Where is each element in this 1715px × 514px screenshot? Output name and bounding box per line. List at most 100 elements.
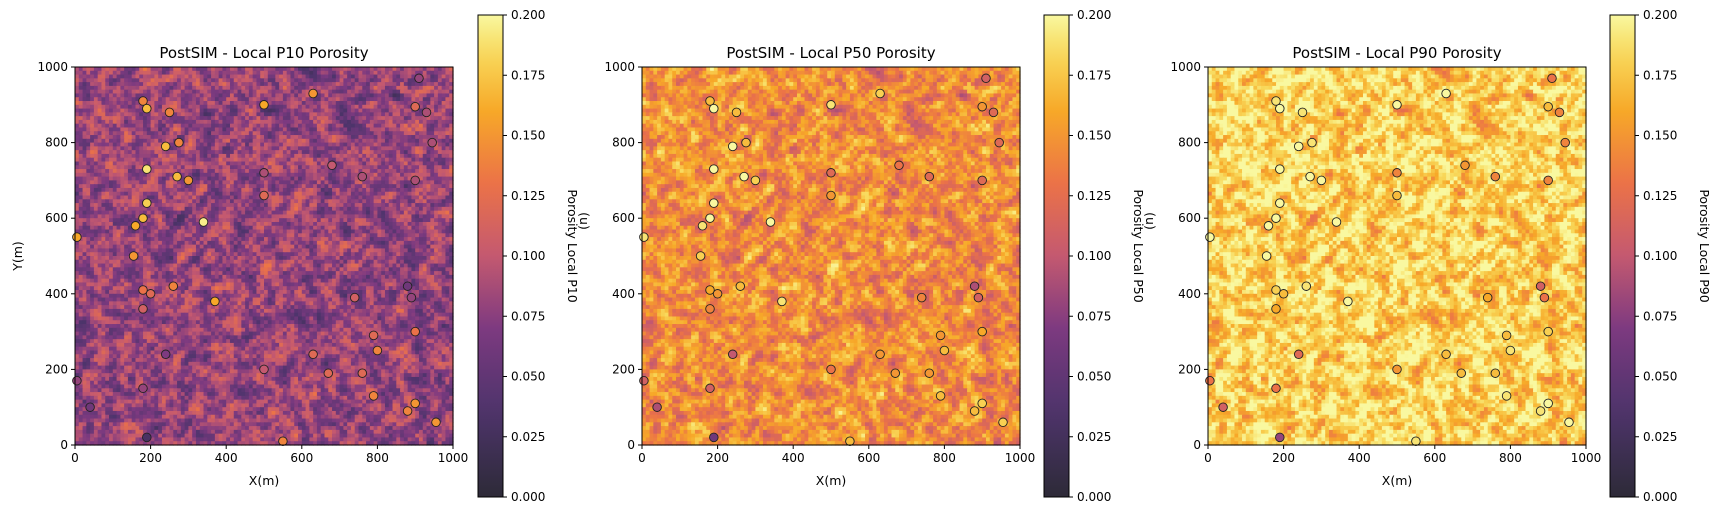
well-point — [973, 292, 984, 303]
axes-frame — [1207, 66, 1587, 446]
colorbar-tick-label: 0.025 — [1077, 430, 1111, 444]
colorbar-tick-label: 0.050 — [1643, 370, 1677, 384]
well-point — [138, 304, 148, 314]
well-point — [406, 292, 417, 303]
x-axis-label: X(m) — [249, 473, 280, 488]
well-point — [368, 391, 379, 401]
chart-title: PostSIM - Local P50 Porosity — [726, 44, 935, 62]
well-point — [826, 100, 836, 110]
x-tick-label: 0 — [638, 451, 646, 465]
well-point — [1501, 391, 1512, 401]
well-point — [1490, 171, 1501, 182]
colorbar-unit-label: (u) — [577, 212, 592, 230]
well-point — [750, 175, 761, 186]
well-point — [709, 103, 719, 114]
well-point — [1205, 375, 1215, 386]
well-point — [1505, 345, 1516, 356]
well-point — [1441, 349, 1451, 360]
heatmap-grid — [1208, 67, 1587, 446]
well-point — [1392, 364, 1402, 375]
well-point — [969, 406, 980, 416]
y-tick-label: 800 — [45, 136, 68, 150]
colorbar-tick-label: 0.125 — [1077, 189, 1111, 203]
x-tick-label: 1000 — [1571, 451, 1602, 465]
well-point — [1271, 285, 1281, 295]
well-points — [639, 73, 1008, 446]
colorbar-tick-label: 0.175 — [1077, 68, 1111, 82]
colorbar-tick-label: 0.150 — [1643, 129, 1677, 143]
colorbar-tick-label: 0.175 — [1643, 68, 1677, 82]
y-tick-label: 600 — [45, 211, 68, 225]
well-point — [709, 432, 719, 443]
well-point — [939, 345, 950, 356]
x-tick-label: 1000 — [1005, 451, 1036, 465]
well-point — [164, 107, 175, 118]
well-point — [890, 368, 901, 378]
y-tick-label: 800 — [1178, 136, 1201, 150]
well-point — [639, 375, 649, 386]
chart-panel-1: 0 200 400 600 800 1000 0 200 400 600 800 1000 PostSI… — [10, 8, 592, 504]
x-tick-label: 800 — [933, 451, 956, 465]
x-tick-label: 400 — [782, 451, 805, 465]
x-tick-label: 400 — [215, 451, 238, 465]
x-tick-label: 200 — [1272, 451, 1295, 465]
well-point — [924, 368, 935, 378]
colorbar: 0.000 0.025 0.050 0.075 0.100 0.125 0.150 0.175… — [477, 8, 592, 504]
well-point — [705, 96, 715, 106]
well-point — [1535, 406, 1546, 416]
well-point — [826, 168, 836, 178]
well-point — [402, 406, 413, 416]
well-point — [765, 217, 776, 227]
well-point — [1218, 402, 1228, 412]
well-point — [1543, 398, 1553, 409]
colorbar-tick-label: 0.100 — [511, 249, 545, 263]
well-point — [259, 190, 269, 201]
well-point — [1278, 289, 1289, 299]
y-tick-label: 200 — [612, 362, 635, 376]
well-point — [1316, 175, 1327, 186]
chart-panel-3: 0 200 400 600 800 1000 0 200 400 600 800 1000 PostSI… — [1170, 8, 1712, 504]
colorbar-tick-label: 0.075 — [1643, 309, 1677, 323]
well-point — [697, 221, 708, 231]
well-point — [414, 73, 424, 84]
colorbar-tick-label: 0.200 — [511, 8, 545, 22]
well-point — [142, 432, 152, 443]
well-point — [72, 232, 82, 242]
colorbar-tick-label: 0.100 — [1643, 249, 1677, 263]
colorbar-tick-label: 0.000 — [1643, 490, 1677, 504]
well-point — [1543, 101, 1553, 112]
well-point — [1560, 137, 1570, 148]
well-point — [1392, 100, 1402, 110]
well-point — [894, 160, 904, 171]
well-point — [924, 171, 935, 182]
x-tick-label: 1000 — [438, 451, 469, 465]
colorbar-label: Porosity Local P90 — [1697, 189, 1712, 302]
well-point — [727, 141, 738, 152]
well-point — [875, 88, 885, 99]
well-point — [705, 285, 715, 295]
well-point — [712, 289, 723, 299]
well-point — [138, 383, 148, 394]
well-point — [183, 175, 194, 186]
y-tick-label: 400 — [1178, 287, 1201, 301]
colorbar-unit-label: (u) — [1143, 212, 1158, 230]
well-point — [981, 73, 991, 84]
y-tick-label: 200 — [1178, 362, 1201, 376]
well-point — [639, 232, 649, 242]
well-points — [1205, 73, 1574, 446]
colorbar-tick-label: 0.200 — [1643, 8, 1677, 22]
colorbar-tick-label: 0.100 — [1077, 249, 1111, 263]
well-point — [308, 349, 318, 360]
well-point — [1271, 304, 1281, 314]
well-point — [210, 296, 220, 307]
chart-title: PostSIM - Local P10 Porosity — [159, 44, 368, 62]
well-point — [410, 398, 420, 409]
well-point — [1275, 103, 1285, 114]
well-point — [1293, 141, 1304, 152]
y-tick-label: 600 — [612, 211, 635, 225]
colorbar-tick-label: 0.000 — [511, 490, 545, 504]
well-point — [1482, 292, 1493, 303]
x-tick-label: 0 — [71, 451, 79, 465]
well-point — [977, 326, 987, 337]
well-point — [1543, 326, 1553, 337]
